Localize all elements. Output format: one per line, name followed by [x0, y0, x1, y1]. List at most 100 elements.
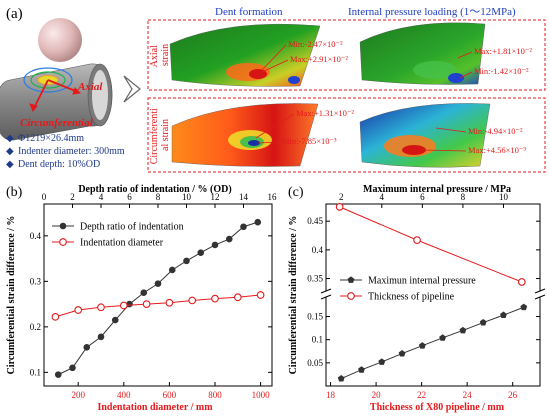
indentation-diameter-series-point	[211, 294, 219, 303]
thickness-series-line	[339, 206, 522, 283]
panel-b-plot-area: 200 400 600 800 1000 0 2 4 6 8 10 12 14 16 0.1 0.2 0.3 0.…	[30, 192, 277, 400]
axial-label: Axial	[77, 81, 103, 93]
dent-contour-mid	[30, 71, 66, 89]
axis-break-mark	[534, 294, 546, 300]
x2-tick-label: 8	[461, 192, 466, 202]
panel-c-top-axis-title: Maximum internal pressure / MPa	[363, 184, 511, 195]
depth-ratio-series-point	[254, 218, 262, 226]
x2-tick-label: 16	[268, 192, 278, 202]
x2-tick-label: 6	[127, 192, 132, 202]
y-tick-label: 0.15	[307, 312, 323, 322]
y-tick-label: 0.4	[30, 231, 42, 241]
indentation-diameter-series-point	[119, 301, 128, 310]
panel-c-chart: (c) Maximum internal pressure / MPa Circ…	[288, 184, 546, 413]
panel-a: (a) Axial Circumferential ◆ Φ1219×26.4mm …	[0, 6, 546, 173]
panel-c-plot-area: 18 20 22 24 262 4 6 8 100.050.10.150.350.40.45Ma…	[307, 192, 546, 400]
legend-swatch-marker	[347, 292, 355, 300]
direction-arrows	[29, 79, 82, 112]
panel-b-label: (b)	[6, 185, 23, 200]
indentation-diameter-series-line	[55, 294, 261, 318]
max-pressure-series-point	[358, 366, 365, 373]
axial-strain-box	[147, 19, 546, 91]
depth-ratio-series-point	[83, 344, 91, 351]
svg-text:◆: ◆	[6, 146, 14, 157]
x2-tick-label: 8	[156, 192, 161, 202]
max-pressure-series-point	[398, 349, 406, 357]
depth-ratio-series-point	[211, 241, 219, 249]
depth-ratio-series-point	[126, 300, 133, 308]
x2-tick-label: 4	[99, 192, 104, 202]
legend-label: Depth ratio of indentation	[80, 222, 184, 233]
legend-label: Maximun internal pressure	[368, 276, 476, 287]
svg-text:◆: ◆	[6, 133, 14, 144]
panel-b-chart: (b) Depth ratio of indentation / % (OD) …	[6, 184, 277, 413]
x-tick-label: 200	[71, 390, 85, 400]
y-tick-label: 0.45	[307, 216, 323, 226]
axis-break-mark	[534, 288, 546, 294]
contour-circ-pressure	[359, 103, 491, 168]
x-tick-label: 18	[326, 390, 336, 400]
max-pressure-series-point	[520, 303, 528, 311]
y-tick-label: 0.4	[312, 245, 324, 255]
indentation-diameter-series-point	[142, 300, 151, 308]
max-pressure-series-point	[500, 311, 507, 319]
legend-swatch-marker	[59, 222, 67, 230]
axis-break-gap	[322, 291, 330, 297]
panel-c-label: (c)	[288, 185, 304, 200]
y-tick-label: 0.05	[307, 358, 323, 368]
axis-break-mark	[320, 288, 332, 294]
parameter-list: ◆ Φ1219×26.4mm ◆ Indenter diameter: 300mm …	[6, 133, 125, 170]
thickness-series-point	[335, 203, 344, 211]
max-pressure-series-point	[378, 358, 386, 365]
y-tick-label: 0.3	[30, 276, 42, 286]
row-label-axial: Axial strain	[149, 43, 171, 68]
axis-break-gap	[536, 291, 544, 297]
y-tick-label: 0.35	[307, 274, 323, 284]
indentation-diameter-series-point	[51, 312, 60, 321]
dent-contour-outer	[23, 67, 73, 93]
max-pressure-series-line	[341, 306, 524, 380]
indentation-diameter-series-point	[74, 306, 83, 314]
x-tick-label: 1000	[252, 390, 271, 400]
legend-swatch-marker	[59, 238, 67, 246]
x2-tick-label: 14	[239, 192, 249, 202]
annot-axial-pressure-max: Max:+1.81×10⁻²	[474, 46, 532, 56]
x2-tick-label: 10	[499, 192, 509, 202]
depth-ratio-series-point	[197, 249, 205, 256]
x2-tick-label: 6	[420, 192, 425, 202]
annot-circ-pressure-min: Min:-4.94×10⁻²	[468, 126, 523, 136]
indenter-ball	[38, 18, 82, 62]
header-dent-formation: Dent formation	[215, 6, 283, 18]
circumferential-label: Circumferential	[20, 117, 94, 129]
legend-swatch-marker	[347, 276, 355, 283]
depth-ratio-series-point	[97, 333, 105, 341]
annot-circ-dent-min: Min:-7.85×10⁻³	[282, 136, 337, 146]
legend-label: Thickness of pipeline	[368, 292, 455, 303]
contour-axial-dent	[169, 23, 321, 87]
depth-ratio-series-point	[168, 266, 176, 274]
indentation-diameter-series-point	[97, 303, 105, 312]
y-tick-label: 0.1	[312, 335, 323, 345]
x2-tick-label: 2	[339, 192, 344, 202]
param-depth: Dent depth: 10%OD	[18, 159, 100, 170]
x-tick-label: 26	[508, 390, 518, 400]
depth-ratio-series-point	[183, 257, 190, 265]
x-tick-label: 22	[417, 390, 426, 400]
max-pressure-series-point	[459, 326, 467, 334]
axis-break-mark	[320, 294, 332, 300]
depth-ratio-series-point	[111, 316, 119, 324]
row-label-circumferential: Circumferenti al strain	[149, 106, 171, 165]
depth-ratio-series-point	[54, 371, 62, 378]
x-tick-label: 600	[163, 390, 177, 400]
thickness-series-point	[517, 278, 526, 286]
indentation-diameter-series-point	[233, 293, 242, 302]
panel-a-label: (a)	[6, 6, 23, 22]
legend-label: Indentation diameter	[80, 238, 164, 249]
x-tick-label: 24	[463, 390, 473, 400]
max-pressure-series-point	[418, 342, 426, 349]
depth-ratio-series-point	[140, 289, 148, 297]
panel-c-y-axis-title: Circumferential strain difference / %	[288, 216, 299, 375]
svg-text:◆: ◆	[6, 159, 14, 170]
max-pressure-series-point	[439, 334, 447, 341]
indentation-diameter-series-point	[256, 291, 265, 299]
